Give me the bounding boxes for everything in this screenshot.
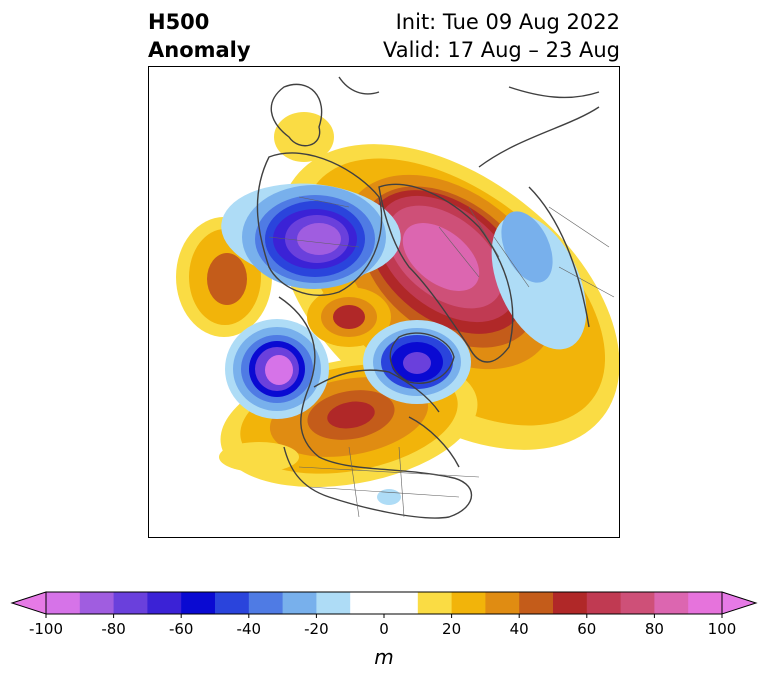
colorbar-tick-label: -80 [101, 620, 126, 638]
colorbar-tick-label: 20 [442, 620, 461, 638]
map-panel [148, 66, 620, 538]
colorbar-tick-label: 80 [645, 620, 664, 638]
colorbar-unit-label: m [374, 645, 394, 669]
colorbar-tick-label: -40 [237, 620, 262, 638]
colorbar: -100 -80 -60 -40 -20 0 20 40 60 80 100 [10, 591, 758, 638]
colorbar-bin [654, 592, 689, 614]
colorbar-bin [485, 592, 520, 614]
anomaly-trough-alaska [225, 319, 329, 419]
colorbar-bin [46, 592, 81, 614]
colorbar-bin [586, 592, 622, 614]
anomaly-trough-asia [377, 211, 587, 505]
title-variable: H500 [148, 10, 210, 34]
colorbar-tick-label: 100 [708, 620, 737, 638]
colorbar-bin [350, 592, 419, 614]
valid-range: Valid: 17 Aug – 23 Aug [382, 38, 620, 62]
colorbar-tick-label: -20 [304, 620, 329, 638]
colorbar-bin [417, 592, 453, 614]
colorbar-bin [113, 592, 148, 614]
colorbar-tick-label: 0 [379, 620, 389, 638]
map-dates: Init: Tue 09 Aug 2022 Valid: 17 Aug – 23… [383, 8, 620, 64]
anomaly-trough-arctic [363, 320, 471, 404]
colorbar-bin [282, 592, 317, 614]
colorbar-bin [553, 592, 588, 614]
map-title: H500 Anomaly [148, 8, 251, 64]
colorbar-max-extension [721, 591, 758, 615]
anomaly-ridge-arctic [307, 287, 391, 347]
colorbar-bin [215, 592, 250, 614]
anomaly-map [149, 67, 619, 537]
colorbar-min-extension [10, 591, 47, 615]
colorbar-bin [451, 592, 486, 614]
colorbar-bin [248, 592, 284, 614]
coastlines [256, 76, 600, 519]
colorbar-tick-label: -60 [169, 620, 194, 638]
colorbar-bin [316, 592, 351, 614]
colorbar-bin [79, 592, 115, 614]
anomaly-ridge-north [274, 112, 334, 162]
colorbar-tick-label: 40 [510, 620, 529, 638]
title-product: Anomaly [148, 38, 251, 62]
colorbar-bin [620, 592, 655, 614]
anomaly-trough-siberia [221, 183, 401, 289]
colorbar-bin [181, 592, 216, 614]
colorbar-bin [688, 592, 723, 614]
country-borders [268, 196, 615, 518]
colorbar-tick-label: 60 [577, 620, 596, 638]
colorbar-tick-label: -100 [29, 620, 63, 638]
colorbar-bin [147, 592, 182, 614]
init-date: Init: Tue 09 Aug 2022 [395, 10, 620, 34]
colorbar-bin [519, 592, 554, 614]
